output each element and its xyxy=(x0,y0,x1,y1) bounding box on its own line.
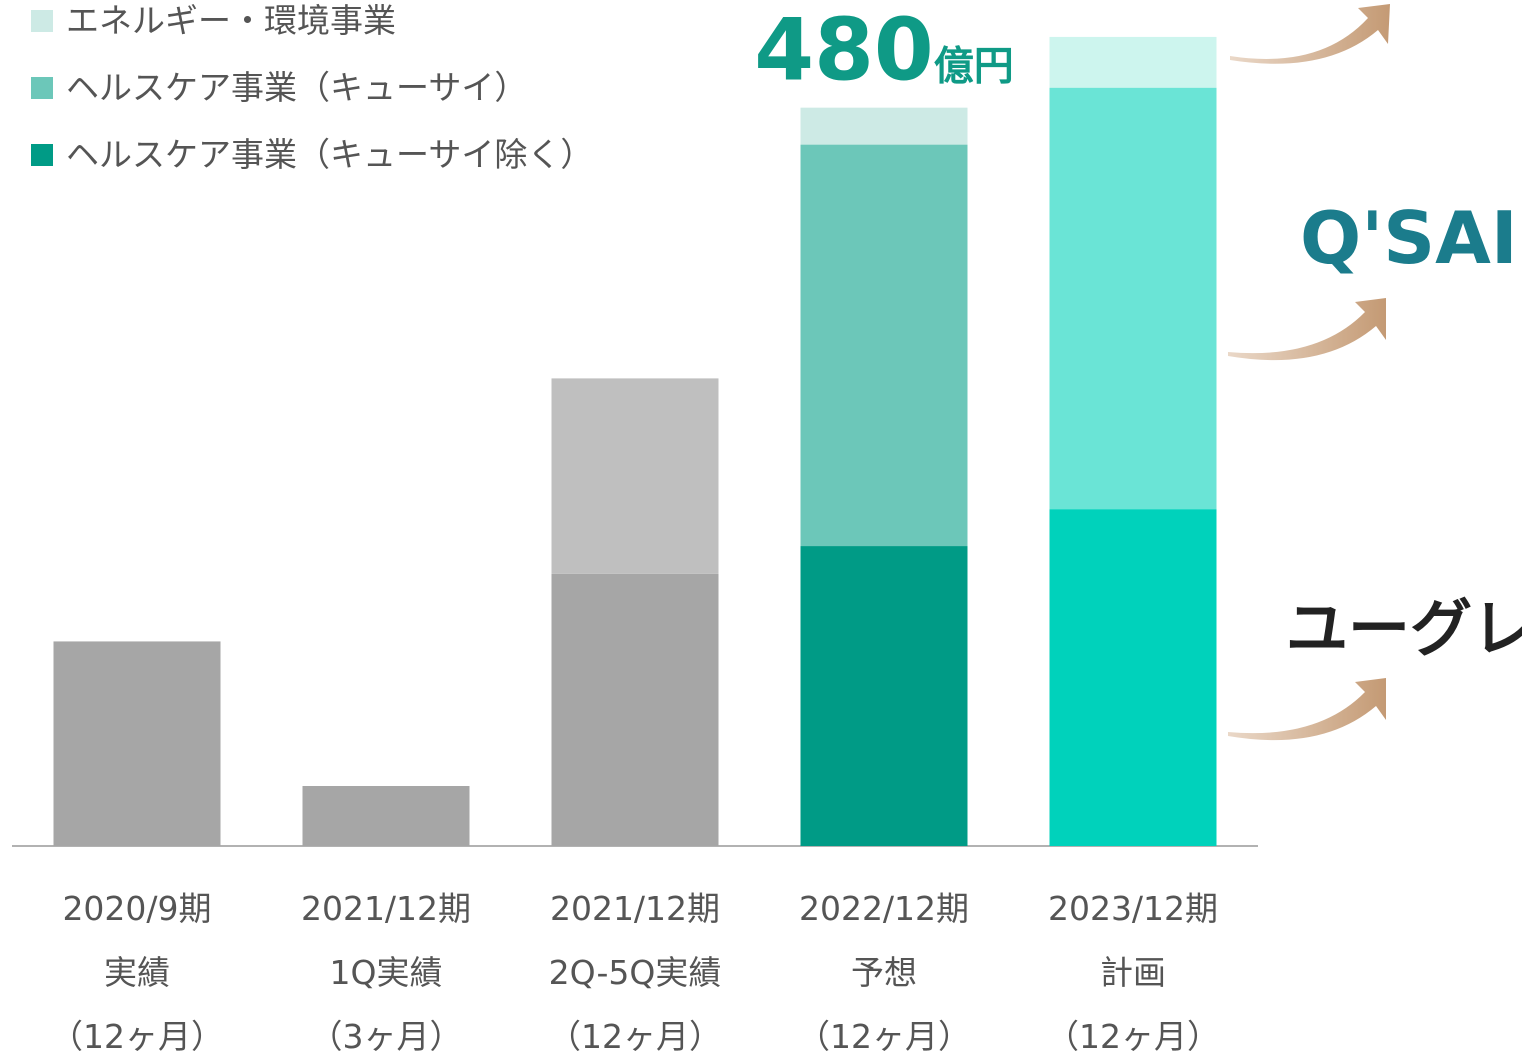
bar-segment xyxy=(1049,509,1217,846)
x-tick-label: 2022/12期 xyxy=(799,889,969,928)
x-tick-label: 2021/12期 xyxy=(550,889,720,928)
total-annotation: 480億円 xyxy=(754,1,1014,101)
x-tick-label: （3ヶ月） xyxy=(310,1017,463,1055)
x-tick-label: 2020/9期 xyxy=(62,889,211,928)
bar-segment xyxy=(551,378,719,574)
legend-swatch xyxy=(31,144,53,166)
bar-segment xyxy=(800,546,968,846)
bar-segment xyxy=(1049,87,1217,510)
x-tick-label: （12ヶ月） xyxy=(1046,1017,1220,1055)
legend-label: ヘルスケア事業（キューサイ除く） xyxy=(66,135,593,174)
legend-swatch xyxy=(31,10,53,32)
x-tick-label: 計画 xyxy=(1100,953,1166,992)
legend-label: エネルギー・環境事業 xyxy=(66,1,396,40)
bar-segment xyxy=(302,786,470,846)
x-tick-label: 実績 xyxy=(104,953,170,992)
bar-segment xyxy=(1049,36,1217,88)
bar-segment xyxy=(800,144,968,547)
annotation-number: 480 xyxy=(754,1,934,101)
logo-euglena: ユーグレナ xyxy=(1286,592,1522,665)
x-tick-label: （12ヶ月） xyxy=(797,1017,971,1055)
annotation-unit: 億円 xyxy=(934,44,1014,90)
x-tick-label: 2Q-5Q実績 xyxy=(549,953,722,992)
x-tick-label: （12ヶ月） xyxy=(548,1017,722,1055)
legend-label: ヘルスケア事業（キューサイ） xyxy=(66,68,527,107)
x-tick-label: 2023/12期 xyxy=(1048,889,1218,928)
legend-swatch xyxy=(31,77,53,99)
x-tick-label: 1Q実績 xyxy=(330,953,443,992)
x-tick-label: 予想 xyxy=(851,953,917,992)
x-tick-label: 2021/12期 xyxy=(301,889,471,928)
logo-qsai: Q'SAI xyxy=(1300,196,1518,280)
bar-segment xyxy=(551,573,719,846)
growth-arrows xyxy=(1228,4,1390,741)
x-tick-label: （12ヶ月） xyxy=(50,1017,224,1055)
bar-segment xyxy=(53,641,221,846)
bar-segment xyxy=(800,107,968,145)
